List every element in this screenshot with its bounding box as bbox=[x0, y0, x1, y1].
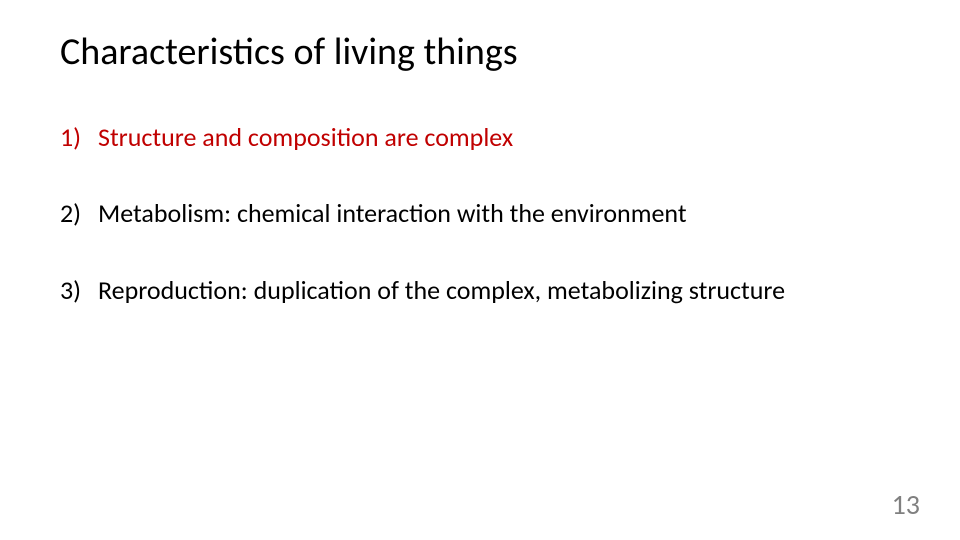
page-number: 13 bbox=[892, 487, 920, 522]
list-item-2: 2) Metabolism: chemical interaction with… bbox=[60, 197, 900, 230]
list-number-1: 1) bbox=[60, 121, 98, 154]
list-item-3: 3) Reproduction: duplication of the comp… bbox=[60, 274, 900, 307]
list-text-2: Metabolism: chemical interaction with th… bbox=[98, 197, 900, 230]
slide-title: Characteristics of living things bbox=[60, 30, 900, 76]
slide-container: Characteristics of living things 1) Stru… bbox=[0, 0, 960, 540]
list-item-1: 1) Structure and composition are complex bbox=[60, 121, 900, 154]
list-text-3: Reproduction: duplication of the complex… bbox=[98, 274, 900, 307]
list-items: 1) Structure and composition are complex… bbox=[60, 121, 900, 307]
list-number-3: 3) bbox=[60, 274, 98, 307]
list-number-2: 2) bbox=[60, 197, 98, 230]
list-text-1: Structure and composition are complex bbox=[98, 121, 900, 154]
